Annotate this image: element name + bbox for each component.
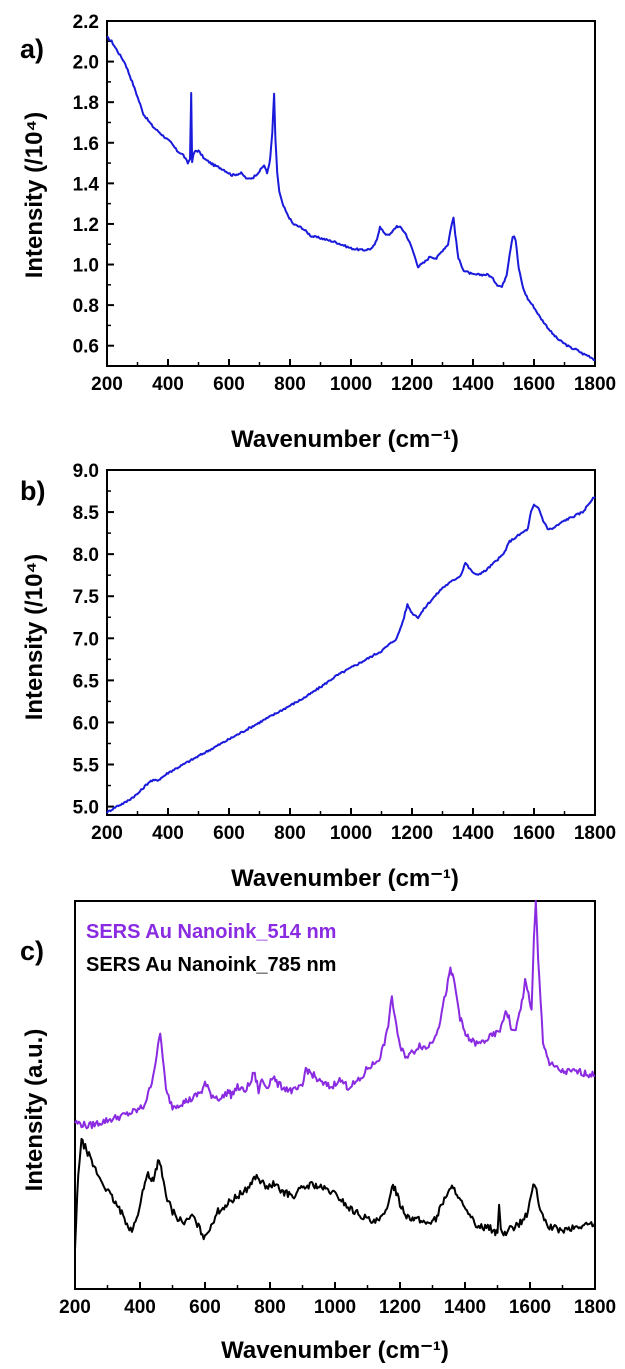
panel-b: b) 200 400 600 800 1000 1200 1400 1600 1800 5.05… bbox=[20, 461, 616, 892]
x-tick-label: 1200 bbox=[379, 1297, 421, 1318]
series-lines-c bbox=[74, 900, 596, 1250]
x-tick-label: 1800 bbox=[574, 1297, 616, 1318]
x-tick-label: 400 bbox=[152, 823, 184, 844]
y-tick-label: 1.8 bbox=[73, 93, 99, 114]
series-lines-b bbox=[106, 496, 596, 814]
y-tick-label: 2.0 bbox=[73, 53, 99, 74]
x-tick-label: 400 bbox=[124, 1297, 156, 1318]
x-tick-label: 600 bbox=[213, 823, 245, 844]
x-tick-label: 200 bbox=[59, 1297, 91, 1318]
x-tick-label: 1600 bbox=[509, 1297, 551, 1318]
x-tick-label: 1000 bbox=[330, 374, 372, 395]
y-tick-label: 8.5 bbox=[73, 503, 100, 524]
x-tick-label: 200 bbox=[91, 374, 123, 395]
y-tick-label: 6.5 bbox=[73, 671, 100, 692]
x-tick-label: 1800 bbox=[574, 374, 616, 395]
y-tick-label: 1.0 bbox=[73, 256, 99, 277]
x-tick-label: 1400 bbox=[452, 374, 494, 395]
x-tick-labels-c: 200 400 600 800 1000 1200 1400 1600 1800 bbox=[59, 1282, 616, 1318]
x-axis-title-b: Wavenumber (cm⁻¹) bbox=[231, 865, 459, 892]
x-tick-label: 200 bbox=[91, 823, 123, 844]
plot-frame-b bbox=[106, 469, 596, 816]
x-tick-label: 800 bbox=[274, 374, 306, 395]
x-axis-title-a: Wavenumber (cm⁻¹) bbox=[231, 426, 459, 453]
series-line bbox=[106, 496, 596, 814]
x-tick-label: 1200 bbox=[391, 823, 433, 844]
x-tick-label: 600 bbox=[189, 1297, 221, 1318]
series-line-785nm bbox=[74, 1137, 596, 1250]
x-tick-label: 600 bbox=[213, 374, 245, 395]
x-tick-label: 1600 bbox=[513, 374, 555, 395]
x-tick-label: 800 bbox=[274, 823, 306, 844]
x-tick-label: 1400 bbox=[452, 823, 494, 844]
series-line bbox=[106, 35, 596, 362]
y-tick-label: 5.0 bbox=[73, 798, 99, 819]
y-tick-label: 7.5 bbox=[73, 587, 100, 608]
legend-label-785nm: SERS Au Nanoink_785 nm bbox=[86, 954, 336, 976]
y-axis-title-c: Intensity (a.u.) bbox=[21, 1029, 48, 1192]
x-tick-label: 1400 bbox=[444, 1297, 486, 1318]
series-lines-a bbox=[106, 35, 596, 362]
x-tick-label: 800 bbox=[254, 1297, 286, 1318]
panel-a: a) 200 400 600 800 1000 1200 1400 1600 1800 0.60… bbox=[20, 12, 616, 453]
panel-label-c: c) bbox=[20, 936, 44, 966]
plot-frame-a bbox=[106, 20, 596, 367]
y-tick-label: 0.8 bbox=[73, 296, 99, 317]
y-tick-label: 7.0 bbox=[73, 629, 99, 650]
x-tick-label: 1000 bbox=[330, 823, 372, 844]
legend-label-514nm: SERS Au Nanoink_514 nm bbox=[86, 921, 336, 943]
x-tick-label: 1000 bbox=[314, 1297, 356, 1318]
panel-label-a: a) bbox=[20, 34, 44, 64]
x-tick-label: 1600 bbox=[513, 823, 555, 844]
y-tick-label: 0.6 bbox=[73, 337, 99, 358]
x-tick-label: 400 bbox=[152, 374, 184, 395]
y-tick-label: 9.0 bbox=[73, 461, 99, 482]
y-tick-labels-a: 0.6 0.8 1.0 1.2 1.4 1.6 1.8 2.0 2.2 bbox=[73, 12, 114, 358]
y-tick-label: 5.5 bbox=[73, 756, 100, 777]
y-tick-label: 6.0 bbox=[73, 713, 99, 734]
series-line-514nm bbox=[74, 900, 596, 1130]
y-axis-title-a: Intensity (/10⁴) bbox=[21, 112, 48, 279]
y-tick-label: 1.6 bbox=[73, 134, 99, 155]
x-tick-labels-b: 200 400 600 800 1000 1200 1400 1600 1800 bbox=[91, 808, 616, 844]
x-axis-title-c: Wavenumber (cm⁻¹) bbox=[221, 1337, 449, 1364]
y-tick-label: 8.0 bbox=[73, 545, 99, 566]
panel-label-b: b) bbox=[20, 476, 45, 506]
y-tick-label: 1.2 bbox=[73, 215, 99, 236]
y-tick-label: 1.4 bbox=[73, 174, 100, 195]
y-tick-labels-b: 5.0 5.5 6.0 6.5 7.0 7.5 8.0 8.5 9.0 bbox=[73, 461, 114, 819]
x-tick-label: 1200 bbox=[391, 374, 433, 395]
x-tick-label: 1800 bbox=[574, 823, 616, 844]
y-axis-title-b: Intensity (/10⁴) bbox=[21, 554, 48, 721]
panel-c: c) 200 400 600 800 1000 1200 1400 1600 1800 SERS… bbox=[20, 900, 616, 1364]
x-tick-labels-a: 200 400 600 800 1000 1200 1400 1600 1800 bbox=[91, 359, 616, 395]
y-tick-label: 2.2 bbox=[73, 12, 99, 33]
